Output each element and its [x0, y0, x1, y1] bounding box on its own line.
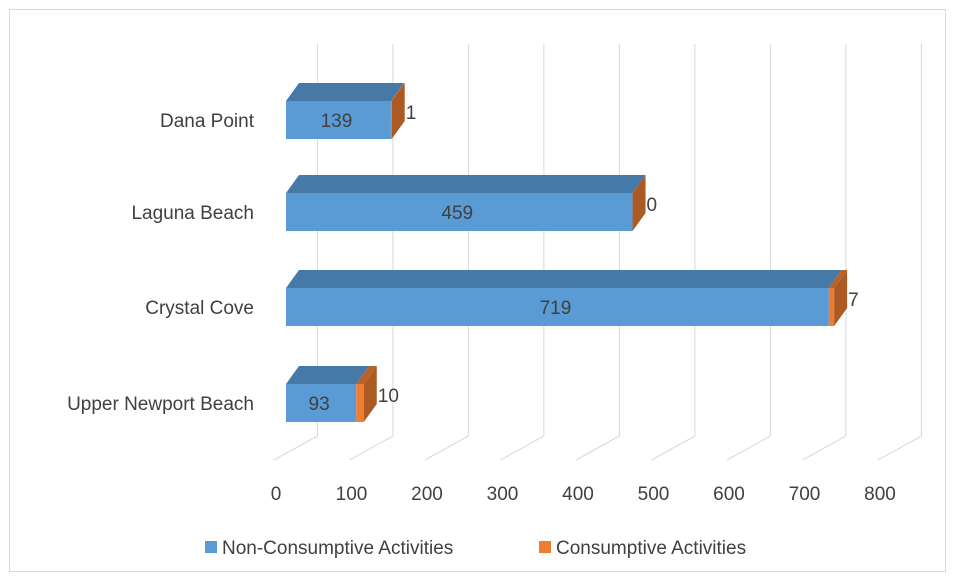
x-tick-label: 800	[864, 484, 896, 505]
bar-side-face	[391, 83, 405, 139]
x-tick-label: 200	[411, 484, 443, 505]
category-label: Dana Point	[160, 111, 255, 132]
data-label-consumptive: 10	[378, 386, 399, 407]
floor-gridline	[424, 435, 469, 461]
category-labels: Dana Point Laguna Beach Crystal Cove Upper …	[67, 111, 255, 415]
legend-label-non-consumptive: Non-Consumptive Activities	[222, 538, 453, 559]
x-tick-label: 700	[789, 484, 821, 505]
data-label-consumptive: 0	[647, 195, 658, 216]
x-tick-label: 100	[336, 484, 368, 505]
bar-side-face	[834, 270, 848, 326]
data-label-non-consumptive: 139	[321, 111, 353, 132]
bar-consumptive	[828, 288, 835, 326]
bar-consumptive	[356, 384, 364, 422]
bar-side-face	[363, 366, 377, 422]
floor-gridline	[575, 435, 620, 461]
bar-non-consumptive	[286, 193, 633, 231]
floor-gridline	[802, 435, 847, 461]
bar-top-face	[356, 366, 377, 384]
data-label-consumptive: 7	[848, 290, 859, 311]
category-label: Laguna Beach	[131, 203, 254, 224]
floor-gridline	[273, 435, 318, 461]
x-tick-label: 400	[562, 484, 594, 505]
bar-top-face	[286, 175, 646, 193]
floor-gridline	[349, 435, 394, 461]
bar-non-consumptive	[286, 288, 829, 326]
x-axis-ticks: 0 100 200 300 400 500 600 700 800	[271, 484, 896, 505]
data-label-consumptive: 1	[406, 103, 417, 124]
bar-top-face	[286, 83, 404, 101]
data-label-non-consumptive: 93	[309, 394, 330, 415]
x-tick-label: 500	[638, 484, 670, 505]
bar-top-face	[828, 270, 848, 288]
bar-non-consumptive	[286, 101, 391, 139]
data-label-non-consumptive: 719	[540, 298, 572, 319]
bar-top-face	[286, 366, 370, 384]
bar-non-consumptive	[286, 384, 357, 422]
bar-side-face	[632, 175, 646, 231]
data-label-non-consumptive: 459	[441, 203, 473, 224]
legend-label-consumptive: Consumptive Activities	[556, 538, 746, 559]
category-label: Upper Newport Beach	[67, 394, 254, 415]
x-tick-label: 600	[713, 484, 745, 505]
bar-top-face	[390, 83, 405, 101]
floor-gridline	[726, 435, 771, 461]
x-tick-label: 0	[271, 484, 282, 505]
bars: 139 1 459 0 719 7 93 10	[286, 83, 859, 422]
x-tick-label: 300	[487, 484, 519, 505]
floor-gridline	[877, 435, 922, 461]
bar-top-face	[286, 270, 842, 288]
legend: Non-Consumptive Activities Consumptive Ac…	[205, 538, 746, 559]
floor-gridline	[500, 435, 545, 461]
category-label: Crystal Cove	[145, 298, 254, 319]
floor-gridline	[651, 435, 696, 461]
legend-swatch-non-consumptive	[205, 541, 217, 553]
bar-consumptive	[390, 101, 392, 139]
legend-swatch-consumptive	[539, 541, 551, 553]
